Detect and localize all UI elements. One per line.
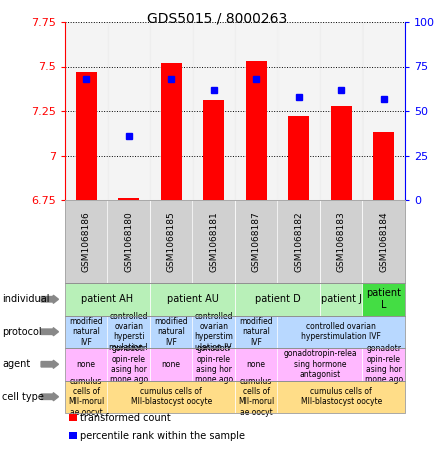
Text: transformed count: transformed count bbox=[80, 413, 171, 423]
Bar bbox=[234, 22, 277, 200]
Text: cumulus cells of
MII-blastocyst oocyte: cumulus cells of MII-blastocyst oocyte bbox=[300, 387, 381, 406]
Bar bbox=[76, 72, 97, 200]
Text: gonadotr
opin-rele
asing hor
mone ago: gonadotr opin-rele asing hor mone ago bbox=[364, 344, 402, 384]
Bar bbox=[65, 22, 107, 200]
Text: patient J: patient J bbox=[320, 294, 361, 304]
Text: GSM1068181: GSM1068181 bbox=[209, 211, 218, 272]
Text: gonadotropin-relea
sing hormone
antagonist: gonadotropin-relea sing hormone antagoni… bbox=[283, 349, 356, 379]
Text: controlled ovarian
hyperstimulation IVF: controlled ovarian hyperstimulation IVF bbox=[301, 322, 380, 342]
Bar bbox=[192, 22, 234, 200]
Text: GSM1068187: GSM1068187 bbox=[251, 211, 260, 272]
Text: modified
natural
IVF: modified natural IVF bbox=[154, 317, 187, 347]
Bar bbox=[107, 22, 150, 200]
Bar bbox=[118, 198, 139, 200]
Bar bbox=[245, 61, 266, 200]
Text: percentile rank within the sample: percentile rank within the sample bbox=[80, 431, 245, 441]
Text: GSM1068183: GSM1068183 bbox=[336, 211, 345, 272]
Text: patient
L: patient L bbox=[365, 289, 400, 310]
Text: controlled
ovarian
hypersti
mulation I: controlled ovarian hypersti mulation I bbox=[109, 312, 148, 352]
Text: GSM1068180: GSM1068180 bbox=[124, 211, 133, 272]
Bar bbox=[372, 132, 394, 200]
Bar bbox=[330, 106, 351, 200]
Text: GSM1068186: GSM1068186 bbox=[82, 211, 91, 272]
Text: patient D: patient D bbox=[254, 294, 300, 304]
Text: GSM1068184: GSM1068184 bbox=[378, 211, 388, 272]
Text: patient AH: patient AH bbox=[81, 294, 133, 304]
Text: cumulus
cells of
MII-morul
ae oocyt: cumulus cells of MII-morul ae oocyt bbox=[237, 376, 274, 417]
Text: agent: agent bbox=[2, 359, 30, 369]
Bar bbox=[203, 100, 224, 200]
Text: GDS5015 / 8000263: GDS5015 / 8000263 bbox=[147, 12, 287, 26]
Text: GSM1068182: GSM1068182 bbox=[293, 211, 302, 272]
Text: cell type: cell type bbox=[2, 392, 44, 402]
Bar bbox=[287, 116, 309, 200]
Text: cumulus
cells of
MII-morul
ae oocyt: cumulus cells of MII-morul ae oocyt bbox=[68, 376, 104, 417]
Text: gonadotr
opin-rele
asing hor
mone ago: gonadotr opin-rele asing hor mone ago bbox=[109, 344, 148, 384]
Bar bbox=[319, 22, 362, 200]
Text: none: none bbox=[76, 360, 95, 369]
Text: none: none bbox=[246, 360, 265, 369]
Text: GSM1068185: GSM1068185 bbox=[166, 211, 175, 272]
Text: gonadotr
opin-rele
asing hor
mone ago: gonadotr opin-rele asing hor mone ago bbox=[194, 344, 232, 384]
Text: controlled
ovarian
hyperstim
ulation IV: controlled ovarian hyperstim ulation IV bbox=[194, 312, 233, 352]
Text: patient AU: patient AU bbox=[166, 294, 218, 304]
Text: individual: individual bbox=[2, 294, 49, 304]
Text: protocol: protocol bbox=[2, 327, 42, 337]
Text: modified
natural
IVF: modified natural IVF bbox=[239, 317, 273, 347]
Bar bbox=[160, 63, 181, 200]
Bar bbox=[362, 22, 404, 200]
Text: none: none bbox=[161, 360, 181, 369]
Text: modified
natural
IVF: modified natural IVF bbox=[69, 317, 103, 347]
Bar bbox=[277, 22, 319, 200]
Bar bbox=[150, 22, 192, 200]
Text: cumulus cells of
MII-blastocyst oocyte: cumulus cells of MII-blastocyst oocyte bbox=[130, 387, 211, 406]
